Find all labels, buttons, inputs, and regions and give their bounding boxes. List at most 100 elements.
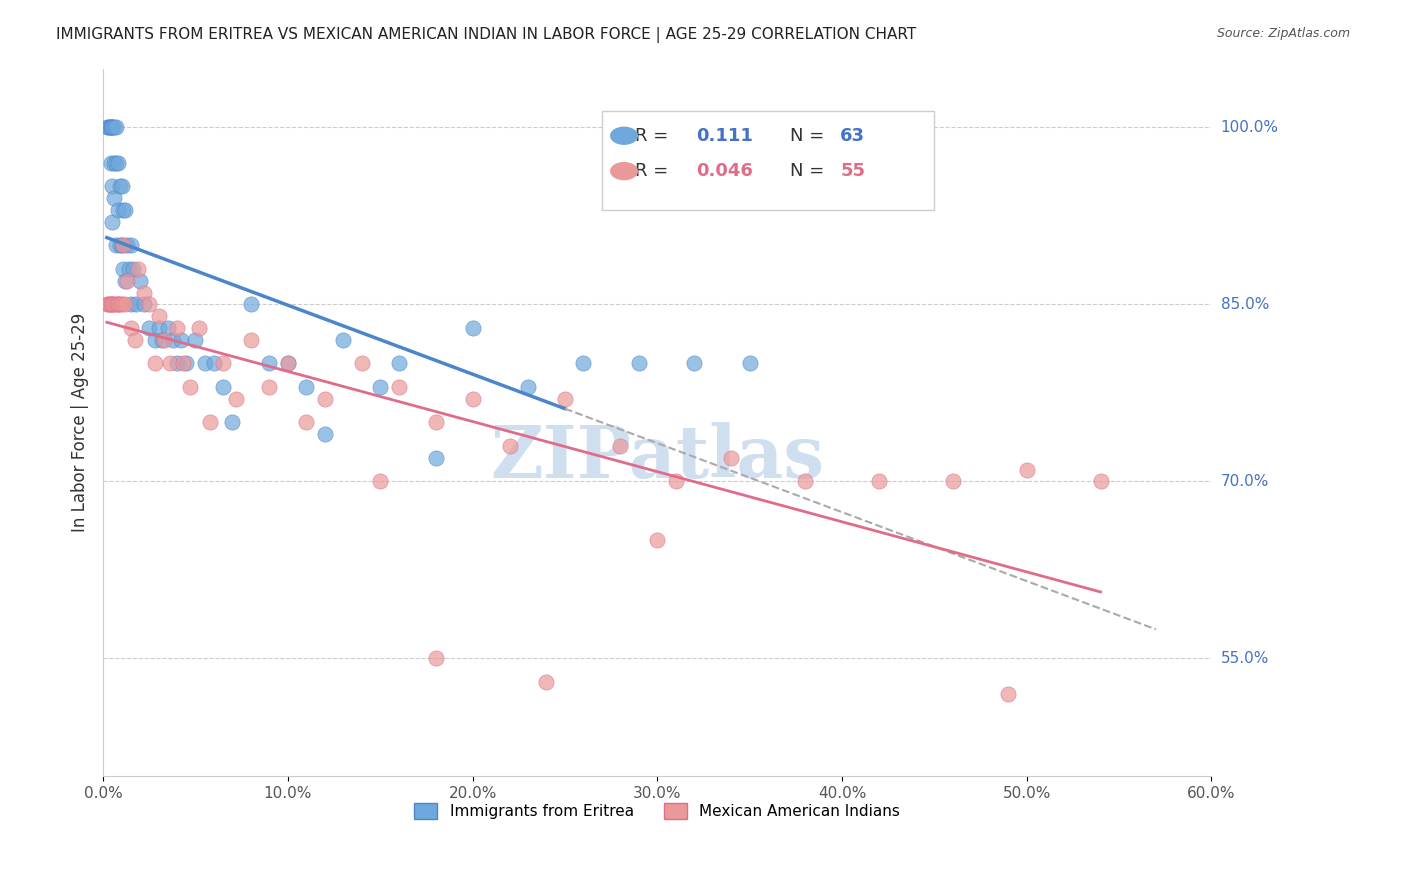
Text: 100.0%: 100.0% bbox=[1220, 120, 1278, 135]
Point bbox=[225, 392, 247, 406]
Point bbox=[143, 356, 166, 370]
Point bbox=[153, 333, 176, 347]
Point bbox=[114, 202, 136, 217]
Text: 63: 63 bbox=[841, 127, 865, 145]
Point bbox=[212, 380, 235, 394]
Point bbox=[170, 333, 193, 347]
Point bbox=[107, 297, 129, 311]
Text: 85.0%: 85.0% bbox=[1220, 297, 1270, 312]
Point bbox=[107, 156, 129, 170]
Point bbox=[105, 120, 128, 135]
Point bbox=[129, 274, 152, 288]
Point bbox=[179, 380, 201, 394]
Point bbox=[120, 238, 142, 252]
Point bbox=[277, 356, 299, 370]
Point bbox=[103, 191, 125, 205]
Point bbox=[115, 238, 138, 252]
Point bbox=[295, 380, 318, 394]
Point bbox=[108, 297, 131, 311]
Point bbox=[665, 475, 688, 489]
Text: IMMIGRANTS FROM ERITREA VS MEXICAN AMERICAN INDIAN IN LABOR FORCE | AGE 25-29 CO: IMMIGRANTS FROM ERITREA VS MEXICAN AMERI… bbox=[56, 27, 917, 43]
Point bbox=[105, 156, 128, 170]
Text: N =: N = bbox=[790, 162, 831, 180]
Point bbox=[138, 297, 160, 311]
Point bbox=[277, 356, 299, 370]
Point bbox=[536, 674, 558, 689]
Point bbox=[259, 380, 281, 394]
Point bbox=[97, 297, 120, 311]
Point bbox=[97, 120, 120, 135]
Text: 55: 55 bbox=[841, 162, 865, 180]
Point bbox=[138, 321, 160, 335]
Point bbox=[101, 215, 124, 229]
Point bbox=[259, 356, 281, 370]
Point bbox=[368, 380, 391, 394]
Text: 0.111: 0.111 bbox=[696, 127, 754, 145]
Point bbox=[108, 238, 131, 252]
Point bbox=[572, 356, 595, 370]
Point bbox=[645, 533, 668, 548]
Point bbox=[314, 392, 336, 406]
Point bbox=[942, 475, 965, 489]
Point bbox=[101, 297, 124, 311]
Point bbox=[172, 356, 194, 370]
Point bbox=[554, 392, 576, 406]
Point bbox=[461, 392, 484, 406]
Point bbox=[125, 297, 148, 311]
Point bbox=[118, 262, 141, 277]
Point bbox=[148, 309, 170, 323]
Point bbox=[498, 439, 520, 453]
Point bbox=[97, 120, 120, 135]
Point bbox=[868, 475, 890, 489]
Point bbox=[103, 156, 125, 170]
Point bbox=[96, 120, 118, 135]
Text: Source: ZipAtlas.com: Source: ZipAtlas.com bbox=[1216, 27, 1350, 40]
Point bbox=[110, 297, 132, 311]
Point bbox=[100, 156, 122, 170]
Point bbox=[97, 297, 120, 311]
Point bbox=[1015, 462, 1038, 476]
Point bbox=[112, 238, 135, 252]
Point bbox=[114, 274, 136, 288]
Circle shape bbox=[610, 162, 637, 179]
Point bbox=[101, 120, 124, 135]
Point bbox=[132, 297, 155, 311]
Point bbox=[200, 415, 222, 429]
Point bbox=[1090, 475, 1112, 489]
Point bbox=[100, 297, 122, 311]
Point bbox=[388, 356, 411, 370]
Point bbox=[150, 333, 173, 347]
Point bbox=[110, 179, 132, 194]
Point bbox=[166, 356, 188, 370]
Point bbox=[96, 297, 118, 311]
Point bbox=[627, 356, 650, 370]
Point bbox=[132, 285, 155, 300]
Point bbox=[143, 333, 166, 347]
Point bbox=[159, 356, 181, 370]
Point bbox=[997, 687, 1019, 701]
Point bbox=[461, 321, 484, 335]
Point bbox=[103, 297, 125, 311]
Point bbox=[683, 356, 706, 370]
Point bbox=[114, 297, 136, 311]
Point bbox=[120, 297, 142, 311]
Point bbox=[112, 262, 135, 277]
Point bbox=[101, 297, 124, 311]
Point bbox=[103, 120, 125, 135]
Text: R =: R = bbox=[636, 127, 673, 145]
Point bbox=[221, 415, 243, 429]
Point bbox=[108, 179, 131, 194]
Point bbox=[368, 475, 391, 489]
Point bbox=[425, 415, 447, 429]
Point bbox=[350, 356, 373, 370]
Text: 0.046: 0.046 bbox=[696, 162, 754, 180]
Point bbox=[314, 427, 336, 442]
Point bbox=[517, 380, 540, 394]
Point bbox=[124, 333, 146, 347]
Point bbox=[112, 202, 135, 217]
Point bbox=[212, 356, 235, 370]
Text: ZIPatlas: ZIPatlas bbox=[491, 422, 824, 493]
Point bbox=[127, 262, 149, 277]
Point bbox=[295, 415, 318, 429]
Point bbox=[100, 120, 122, 135]
